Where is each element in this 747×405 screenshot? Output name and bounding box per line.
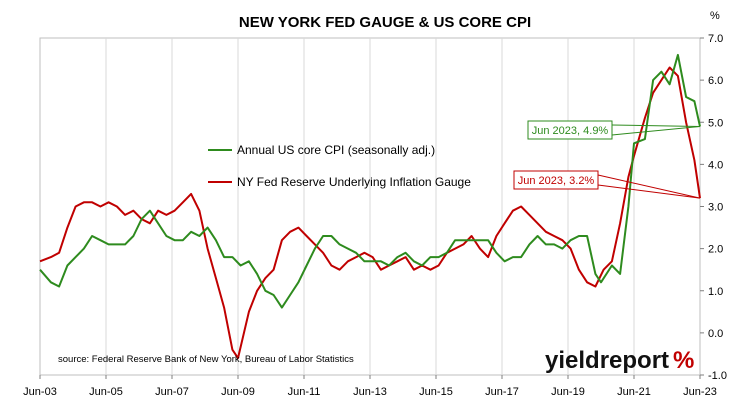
- y-tick-label: -1.0: [708, 370, 727, 382]
- x-tick-label: Jun-03: [23, 386, 57, 398]
- annotation-box: [527, 120, 613, 140]
- axes: Jun-03 Jun-05 Jun-07 Jun-09 Jun-11 Jun-13 Jun-…: [23, 33, 727, 398]
- y-tick-label: 1.0: [708, 286, 723, 298]
- annotation-callout: Jun 2023, 4.9%: [527, 120, 701, 140]
- x-tick-label: Jun-05: [89, 386, 123, 398]
- x-tick-label: Jun-17: [485, 386, 519, 398]
- x-tick-label: Jun-09: [221, 386, 255, 398]
- annotation-leader-line: [611, 125, 701, 136]
- annotation-leader-line: [611, 124, 701, 127]
- x-tick-label: Jun-15: [419, 386, 453, 398]
- legend-item: Annual US core CPI (seasonally adj.): [208, 143, 435, 157]
- brand-symbol: %: [673, 347, 694, 374]
- chart-title: NEW YORK FED GAUGE & US CORE CPI: [239, 14, 531, 31]
- x-tick-label: Jun-11: [288, 386, 321, 398]
- grid-lines: [105, 38, 635, 375]
- x-tick-label: Jun-21: [617, 386, 651, 398]
- legend-label: Annual US core CPI (seasonally adj.): [237, 143, 435, 157]
- source-note: source: Federal Reserve Bank of New York…: [58, 354, 354, 365]
- annotation-label: Jun 2023, 4.9%: [532, 125, 609, 137]
- x-tick-label: Jun-23: [683, 386, 717, 398]
- brand-logo: yieldreport%: [545, 347, 694, 374]
- y-tick-label: 5.0: [708, 117, 723, 129]
- brand-name: yieldreport: [545, 347, 669, 374]
- annotation-leader-line: [597, 184, 701, 199]
- y-tick-label: 0.0: [708, 328, 723, 340]
- annotations: Jun 2023, 4.9% Jun 2023, 3.2%: [513, 120, 701, 199]
- annotation-leader-line: [597, 174, 701, 199]
- series-line-ny-fed-gauge: [39, 66, 701, 360]
- legend-item: NY Fed Reserve Underlying Inflation Gaug…: [208, 175, 471, 189]
- brand-wordmark: yieldreport%: [545, 347, 694, 374]
- y-tick-label: 3.0: [708, 202, 723, 214]
- annotation-callout: Jun 2023, 3.2%: [513, 170, 701, 199]
- series-line-core-cpi: [39, 53, 701, 309]
- x-tick-label: Jun-13: [353, 386, 387, 398]
- y-tick-label: 4.0: [708, 159, 723, 171]
- x-tick-label: Jun-19: [551, 386, 585, 398]
- y-axis-unit: %: [710, 10, 720, 22]
- legend: Annual US core CPI (seasonally adj.) NY F…: [208, 143, 471, 189]
- series-lines: [39, 53, 701, 360]
- annotation-label: Jun 2023, 3.2%: [518, 175, 595, 187]
- legend-label: NY Fed Reserve Underlying Inflation Gaug…: [237, 175, 471, 189]
- annotation-box: [513, 170, 599, 190]
- y-tick-label: 6.0: [708, 75, 723, 87]
- x-tick-label: Jun-07: [155, 386, 189, 398]
- y-tick-label: 2.0: [708, 244, 723, 256]
- y-tick-label: 7.0: [708, 33, 723, 45]
